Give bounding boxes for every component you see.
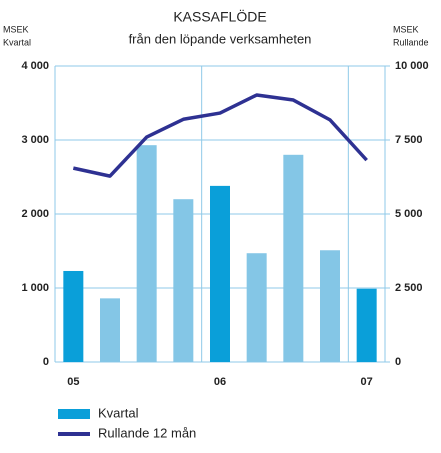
y-tick-label: 3 000 <box>21 134 49 146</box>
y-tick-label: 1 000 <box>21 282 49 294</box>
y2-tick-label: 2 500 <box>395 282 423 294</box>
bar <box>136 145 157 362</box>
y-axis-label: MSEK <box>3 24 29 34</box>
y2-tick-label: 10 000 <box>395 60 429 72</box>
bar <box>283 154 304 362</box>
line <box>72 93 368 178</box>
y-tick-label: 0 <box>43 356 49 368</box>
x-tick-label: 05 <box>67 376 79 388</box>
bar <box>100 298 120 362</box>
y-tick-label: 2 000 <box>21 208 49 220</box>
chart-subtitle: från den löpande verksamheten <box>129 31 312 46</box>
bar <box>210 185 230 362</box>
y-axis-label: Kvartal <box>3 37 31 47</box>
x-tick-label: 06 <box>214 376 226 388</box>
chart-title: KASSAFLÖDE <box>173 8 266 25</box>
y2-axis-label: Rullande <box>393 37 429 47</box>
legend-swatch <box>58 409 90 419</box>
y-tick-label: 4 000 <box>21 60 49 72</box>
bar <box>63 270 84 362</box>
y2-tick-label: 5 000 <box>395 208 423 220</box>
legend-label: Rullande 12 mån <box>98 425 196 440</box>
bar <box>320 250 340 362</box>
bar <box>356 288 377 362</box>
y2-tick-label: 0 <box>395 356 401 368</box>
legend-label: Kvartal <box>98 405 139 420</box>
y2-axis-label: MSEK <box>393 24 419 34</box>
y2-tick-label: 7 500 <box>395 134 423 146</box>
x-tick-label: 07 <box>361 376 373 388</box>
bar <box>246 253 267 362</box>
bar <box>173 199 194 362</box>
